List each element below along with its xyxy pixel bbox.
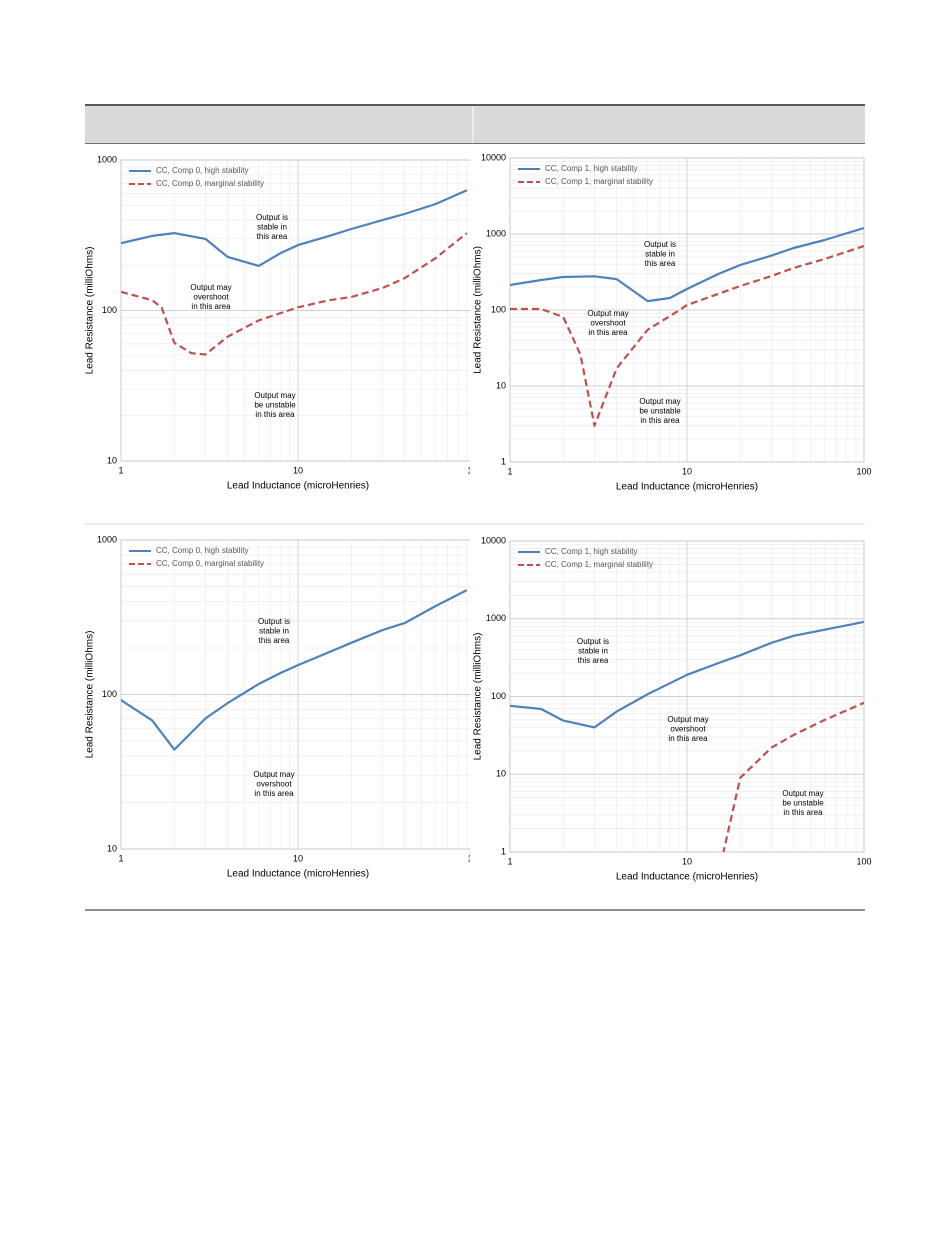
y-tick-label: 100 bbox=[102, 689, 117, 699]
plot-frame bbox=[509, 540, 865, 853]
annotation: overshoot bbox=[590, 319, 626, 328]
x-tick-label: 10 bbox=[682, 466, 692, 476]
annotation: in this area bbox=[668, 734, 708, 743]
annotation: this area bbox=[259, 636, 290, 645]
y-tick-label: 1000 bbox=[486, 613, 506, 623]
y-axis-label: Lead Resistance (milliOhms) bbox=[85, 247, 96, 375]
y-tick-label: 100 bbox=[491, 304, 506, 314]
y-tick-label: 1000 bbox=[97, 154, 117, 164]
y-tick-label: 10 bbox=[107, 843, 117, 853]
x-axis-label: Lead Inductance (microHenries) bbox=[616, 872, 758, 883]
annotation: this area bbox=[578, 656, 609, 665]
series-line bbox=[510, 620, 864, 729]
x-tick-label: 1 bbox=[507, 856, 512, 866]
y-axis-label: Lead Resistance (milliOhms) bbox=[473, 246, 484, 374]
annotation: in this area bbox=[588, 328, 628, 337]
x-tick-label: 1 bbox=[118, 853, 123, 863]
annotation: Output may bbox=[254, 391, 295, 400]
annotation: Output is bbox=[256, 213, 288, 222]
series-line bbox=[121, 589, 468, 751]
x-tick-label: 100 bbox=[856, 856, 871, 866]
y-tick-label: 10 bbox=[107, 455, 117, 465]
y-axis-label: Lead Resistance (milliOhms) bbox=[85, 631, 96, 759]
x-tick-label: 10 bbox=[293, 853, 303, 863]
legend-label: CC, Comp 0, marginal stability bbox=[156, 559, 264, 568]
x-axis-label: Lead Inductance (microHenries) bbox=[227, 481, 369, 492]
annotation: stable in bbox=[578, 647, 608, 656]
annotation: in this area bbox=[783, 808, 823, 817]
annotation: Output may bbox=[190, 283, 231, 292]
y-tick-label: 10000 bbox=[481, 535, 506, 545]
series-line bbox=[510, 244, 864, 427]
x-tick-label: 1 bbox=[118, 465, 123, 475]
annotation: in this area bbox=[640, 416, 680, 425]
annotation: be unstable bbox=[782, 799, 824, 808]
annotation: stable in bbox=[257, 223, 287, 232]
legend-label: CC, Comp 1, high stability bbox=[545, 164, 637, 173]
y-tick-label: 1000 bbox=[486, 228, 506, 238]
annotation: in this area bbox=[254, 789, 294, 798]
chart: 1 10 100 1 10 100 1000 10000 Lead Inductance (mi… bbox=[473, 535, 872, 882]
series-line bbox=[722, 701, 864, 852]
y-tick-label: 1 bbox=[501, 846, 506, 856]
x-tick-label: 100 bbox=[467, 853, 482, 863]
plot-area bbox=[510, 226, 864, 427]
chart: 1 10 100 1 10 100 1000 10000 Lead Inductance (mi… bbox=[473, 152, 872, 492]
plot-area bbox=[510, 620, 864, 852]
annotation: be unstable bbox=[254, 401, 296, 410]
plot-frame bbox=[120, 159, 470, 462]
annotation: Output is bbox=[577, 637, 609, 646]
annotation: overshoot bbox=[256, 780, 292, 789]
x-tick-label: 1 bbox=[507, 466, 512, 476]
plot-area bbox=[121, 189, 468, 356]
annotation: Output may bbox=[587, 309, 628, 318]
legend-label: CC, Comp 0, high stability bbox=[156, 546, 248, 555]
legend-label: CC, Comp 1, marginal stability bbox=[545, 177, 653, 186]
y-tick-label: 10 bbox=[496, 769, 506, 779]
x-axis-label: Lead Inductance (microHenries) bbox=[616, 482, 758, 493]
series-line bbox=[121, 232, 468, 356]
x-tick-label: 10 bbox=[293, 465, 303, 475]
y-tick-label: 1 bbox=[501, 456, 506, 466]
annotation: Output is bbox=[258, 617, 290, 626]
y-tick-label: 100 bbox=[102, 305, 117, 315]
table-header bbox=[85, 106, 865, 143]
plot-area bbox=[121, 589, 468, 751]
y-tick-label: 100 bbox=[491, 691, 506, 701]
y-tick-label: 10000 bbox=[481, 152, 506, 162]
annotation: Output may bbox=[253, 770, 294, 779]
annotation: stable in bbox=[645, 250, 675, 259]
x-axis-label: Lead Inductance (microHenries) bbox=[227, 869, 369, 880]
annotation: overshoot bbox=[670, 725, 706, 734]
series-line bbox=[510, 226, 864, 303]
plot-frame bbox=[120, 539, 470, 850]
annotation: in this area bbox=[255, 410, 295, 419]
annotation: Output is bbox=[644, 240, 676, 249]
annotation: Output may bbox=[782, 789, 823, 798]
annotation: be unstable bbox=[639, 407, 681, 416]
annotation: Output may bbox=[667, 715, 708, 724]
annotation: stable in bbox=[259, 627, 289, 636]
y-axis-label: Lead Resistance (milliOhms) bbox=[473, 633, 484, 761]
annotation: overshoot bbox=[193, 293, 229, 302]
series-line bbox=[121, 189, 468, 267]
x-tick-label: 100 bbox=[467, 465, 482, 475]
x-tick-label: 100 bbox=[856, 466, 871, 476]
y-tick-label: 1000 bbox=[97, 534, 117, 544]
annotation: in this area bbox=[191, 302, 231, 311]
x-tick-label: 10 bbox=[682, 856, 692, 866]
annotation: this area bbox=[257, 232, 288, 241]
legend-label: CC, Comp 0, marginal stability bbox=[156, 179, 264, 188]
legend-label: CC, Comp 1, marginal stability bbox=[545, 560, 653, 569]
legend-label: CC, Comp 0, high stability bbox=[156, 166, 248, 175]
legend-label: CC, Comp 1, high stability bbox=[545, 547, 637, 556]
annotation: Output may bbox=[639, 397, 680, 406]
annotation: this area bbox=[645, 259, 676, 268]
y-tick-label: 10 bbox=[496, 380, 506, 390]
